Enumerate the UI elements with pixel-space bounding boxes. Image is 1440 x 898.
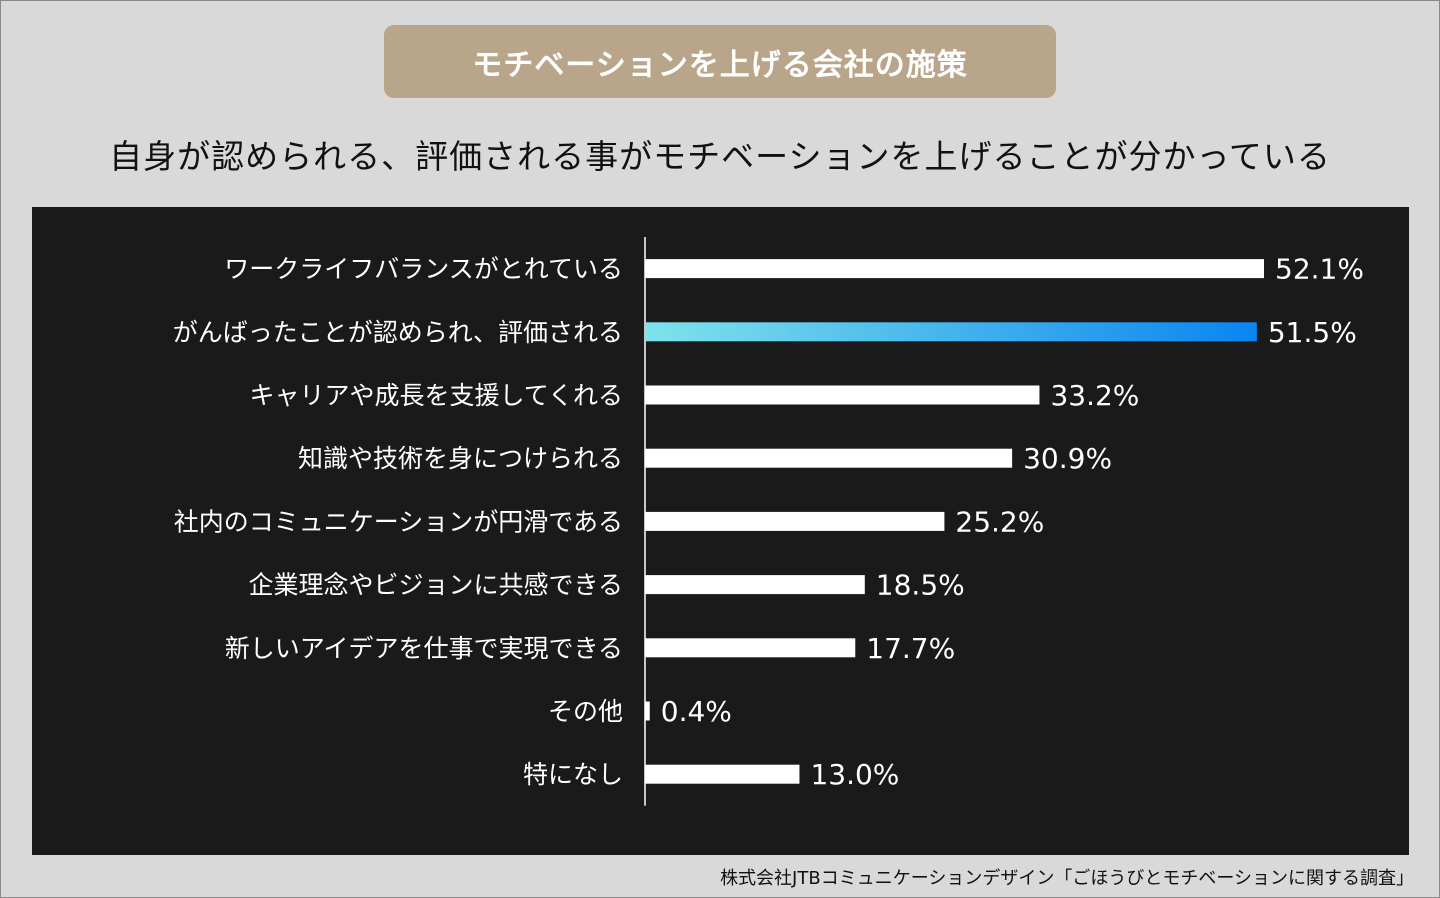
category-label: がんばったことが認められ、評価される <box>173 318 623 347</box>
bar <box>645 638 856 658</box>
category-label: キャリアや成長を支援してくれる <box>249 381 623 410</box>
bar-chart: ワークライフバランスがとれている 52.1% がんばったことが認められ、評価される 5… <box>173 237 1364 806</box>
value-label: 33.2% <box>1050 379 1139 412</box>
category-label: 知識や技術を身につけられる <box>298 444 623 473</box>
title-badge: モチベーションを上げる会社の施策 <box>384 25 1056 98</box>
bar <box>645 385 1040 405</box>
source-note: 株式会社JTBコミュニケーションデザイン「ごほうびとモチベーションに関する調査」 <box>720 868 1414 889</box>
value-label: 18.5% <box>876 569 965 602</box>
category-label: 社内のコミュニケーションが円滑である <box>174 507 623 536</box>
bar <box>645 511 945 531</box>
value-label: 30.9% <box>1023 442 1112 475</box>
bar <box>645 701 650 721</box>
bar <box>645 259 1264 279</box>
chart-panel: ワークライフバランスがとれている 52.1% がんばったことが認められ、評価される 5… <box>32 207 1409 855</box>
page-title: モチベーションを上げる会社の施策 <box>472 47 968 83</box>
value-label: 0.4% <box>661 695 732 728</box>
bar-highlighted <box>645 322 1257 342</box>
value-label: 17.7% <box>866 632 955 665</box>
value-label: 25.2% <box>955 505 1044 538</box>
category-label: 企業理念やビジョンに共感できる <box>248 571 623 600</box>
category-label: ワークライフバランスがとれている <box>224 255 623 284</box>
category-label: 特になし <box>523 760 623 789</box>
bar <box>645 575 865 595</box>
value-label: 51.5% <box>1268 316 1357 349</box>
category-label: 新しいアイデアを仕事で実現できる <box>225 634 623 663</box>
chart-subtitle: 自身が認められる、評価される事がモチベーションを上げることが分かっている <box>109 137 1331 176</box>
bar <box>645 764 800 784</box>
value-label: 52.1% <box>1275 253 1364 286</box>
bar <box>645 448 1013 468</box>
category-label: その他 <box>548 697 623 726</box>
value-label: 13.0% <box>810 758 899 791</box>
